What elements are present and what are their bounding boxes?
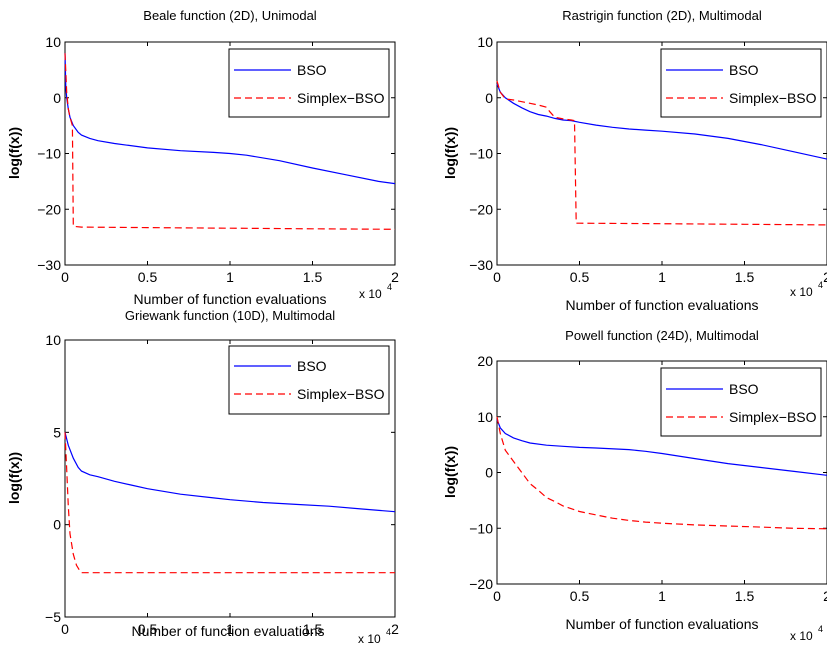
y-tick-label: 10 [477,409,493,425]
legend-label-bso: BSO [297,62,327,78]
y-axis-label: log(f(x)) [6,127,22,179]
subplot-title: Rastrigin function (2D), Multimodal [562,8,762,23]
subplot-title: Powell function (24D), Multimodal [565,328,759,343]
legend: BSO Simplex−BSO [660,48,822,118]
legend-label-bso: BSO [729,381,759,397]
legend: BSO Simplex−BSO [228,48,390,118]
y-axis-label: log(f(x)) [442,127,458,179]
subplot-griewank: Griewank function (10D), Multimodal 0 0.5… [6,308,399,646]
legend-box [660,367,822,437]
x-tick-label: 1 [226,269,234,285]
y-tick-label: −10 [469,146,493,162]
y-tick-label: −30 [37,257,61,273]
x-tick-label: 0.5 [570,269,590,285]
x-axis-label: Number of function evaluations [132,623,325,639]
y-tick-label: 0 [485,465,493,481]
x-multiplier: x 10 4 [359,282,392,301]
x-multiplier-exponent: 4 [386,627,391,637]
x-multiplier-base: x 10 [790,629,813,643]
y-tick-label: 0 [53,517,61,533]
x-multiplier-base: x 10 [790,285,813,299]
x-tick-label: 2 [391,621,399,637]
y-tick-label: −30 [469,257,493,273]
subplot-beale: Beale function (2D), Unimodal 0 0.5 1 1.5 2 −… [6,8,399,307]
y-axis-label: log(f(x)) [442,446,458,498]
y-tick-label: −20 [37,201,61,217]
series-lines [496,416,827,530]
x-multiplier: x 10 4 [790,280,823,299]
y-tick-label: 10 [477,34,493,50]
legend-box [660,48,822,118]
series-line-simplex-bso [64,432,395,574]
y-tick-label: −5 [45,609,61,625]
y-tick-label: 5 [53,424,61,440]
x-tick-label: 1.5 [735,588,755,604]
legend-label-simplex-bso: Simplex−BSO [297,90,385,106]
subplot-title: Beale function (2D), Unimodal [143,8,317,23]
series-line-bso [64,432,396,513]
axis-ticks: 0 0.5 1 1.5 2 −30 −20 −10 0 10 [37,34,399,285]
x-multiplier-exponent: 4 [818,624,823,634]
legend-label-bso: BSO [729,62,759,78]
legend-box [228,48,390,118]
x-tick-label: 0 [493,269,501,285]
x-tick-label: 1 [226,621,234,637]
legend: BSO Simplex−BSO [660,367,822,437]
legend-label-simplex-bso: Simplex−BSO [729,409,817,425]
y-tick-label: 10 [45,332,61,348]
x-tick-label: 2 [391,269,399,285]
y-tick-label: 20 [477,353,493,369]
x-multiplier: x 10 4 [358,627,391,646]
x-multiplier-exponent: 4 [387,282,392,292]
y-tick-label: 0 [53,90,61,106]
series-line-bso [496,419,827,476]
series-line-simplex-bso [496,80,827,226]
x-tick-label: 1.5 [303,621,323,637]
x-tick-label: 0.5 [138,621,158,637]
x-tick-label: 0 [61,269,69,285]
legend-label-simplex-bso: Simplex−BSO [297,386,385,402]
legend-label-bso: BSO [297,358,327,374]
x-tick-label: 0.5 [138,269,158,285]
y-tick-label: −10 [37,146,61,162]
legend-box [228,345,390,415]
x-multiplier-exponent: 4 [818,280,823,290]
x-tick-label: 1 [658,588,666,604]
y-axis-label: log(f(x)) [6,452,22,504]
y-tick-label: −20 [469,201,493,217]
subplot-rastrigin: Rastrigin function (2D), Multimodal 0 0.5… [442,8,827,313]
x-axis-label: Number of function evaluations [566,297,759,313]
x-tick-label: 1.5 [303,269,323,285]
legend-label-simplex-bso: Simplex−BSO [729,90,817,106]
series-lines [64,53,396,230]
y-tick-label: −20 [469,576,493,592]
series-line-bso [496,83,827,160]
subplot-powell: Powell function (24D), Multimodal 0 0.5 1 1… [442,328,827,643]
subplot-title: Griewank function (10D), Multimodal [125,308,335,323]
series-lines [496,80,827,226]
x-axis-label: Number of function evaluations [566,616,759,632]
series-line-simplex-bso [496,416,827,530]
x-multiplier: x 10 4 [790,624,823,643]
axis-ticks: 0 0.5 1 1.5 2 −30 −20 −10 0 10 [469,34,827,285]
x-tick-label: 2 [823,269,827,285]
x-axis-label: Number of function evaluations [134,291,327,307]
x-multiplier-base: x 10 [359,287,382,301]
series-line-simplex-bso [64,53,396,230]
y-tick-label: 10 [45,34,61,50]
x-tick-label: 1.5 [735,269,755,285]
x-tick-label: 1 [658,269,666,285]
legend: BSO Simplex−BSO [228,345,390,415]
x-tick-label: 0 [493,588,501,604]
y-tick-label: 0 [485,90,493,106]
x-tick-label: 0.5 [570,588,590,604]
x-multiplier-base: x 10 [358,632,381,646]
x-tick-label: 2 [823,588,827,604]
axis-ticks: 0 0.5 1 1.5 2 −20 −10 0 10 20 [469,353,827,604]
series-lines [64,432,396,574]
x-tick-label: 0 [61,621,69,637]
y-tick-label: −10 [469,520,493,536]
